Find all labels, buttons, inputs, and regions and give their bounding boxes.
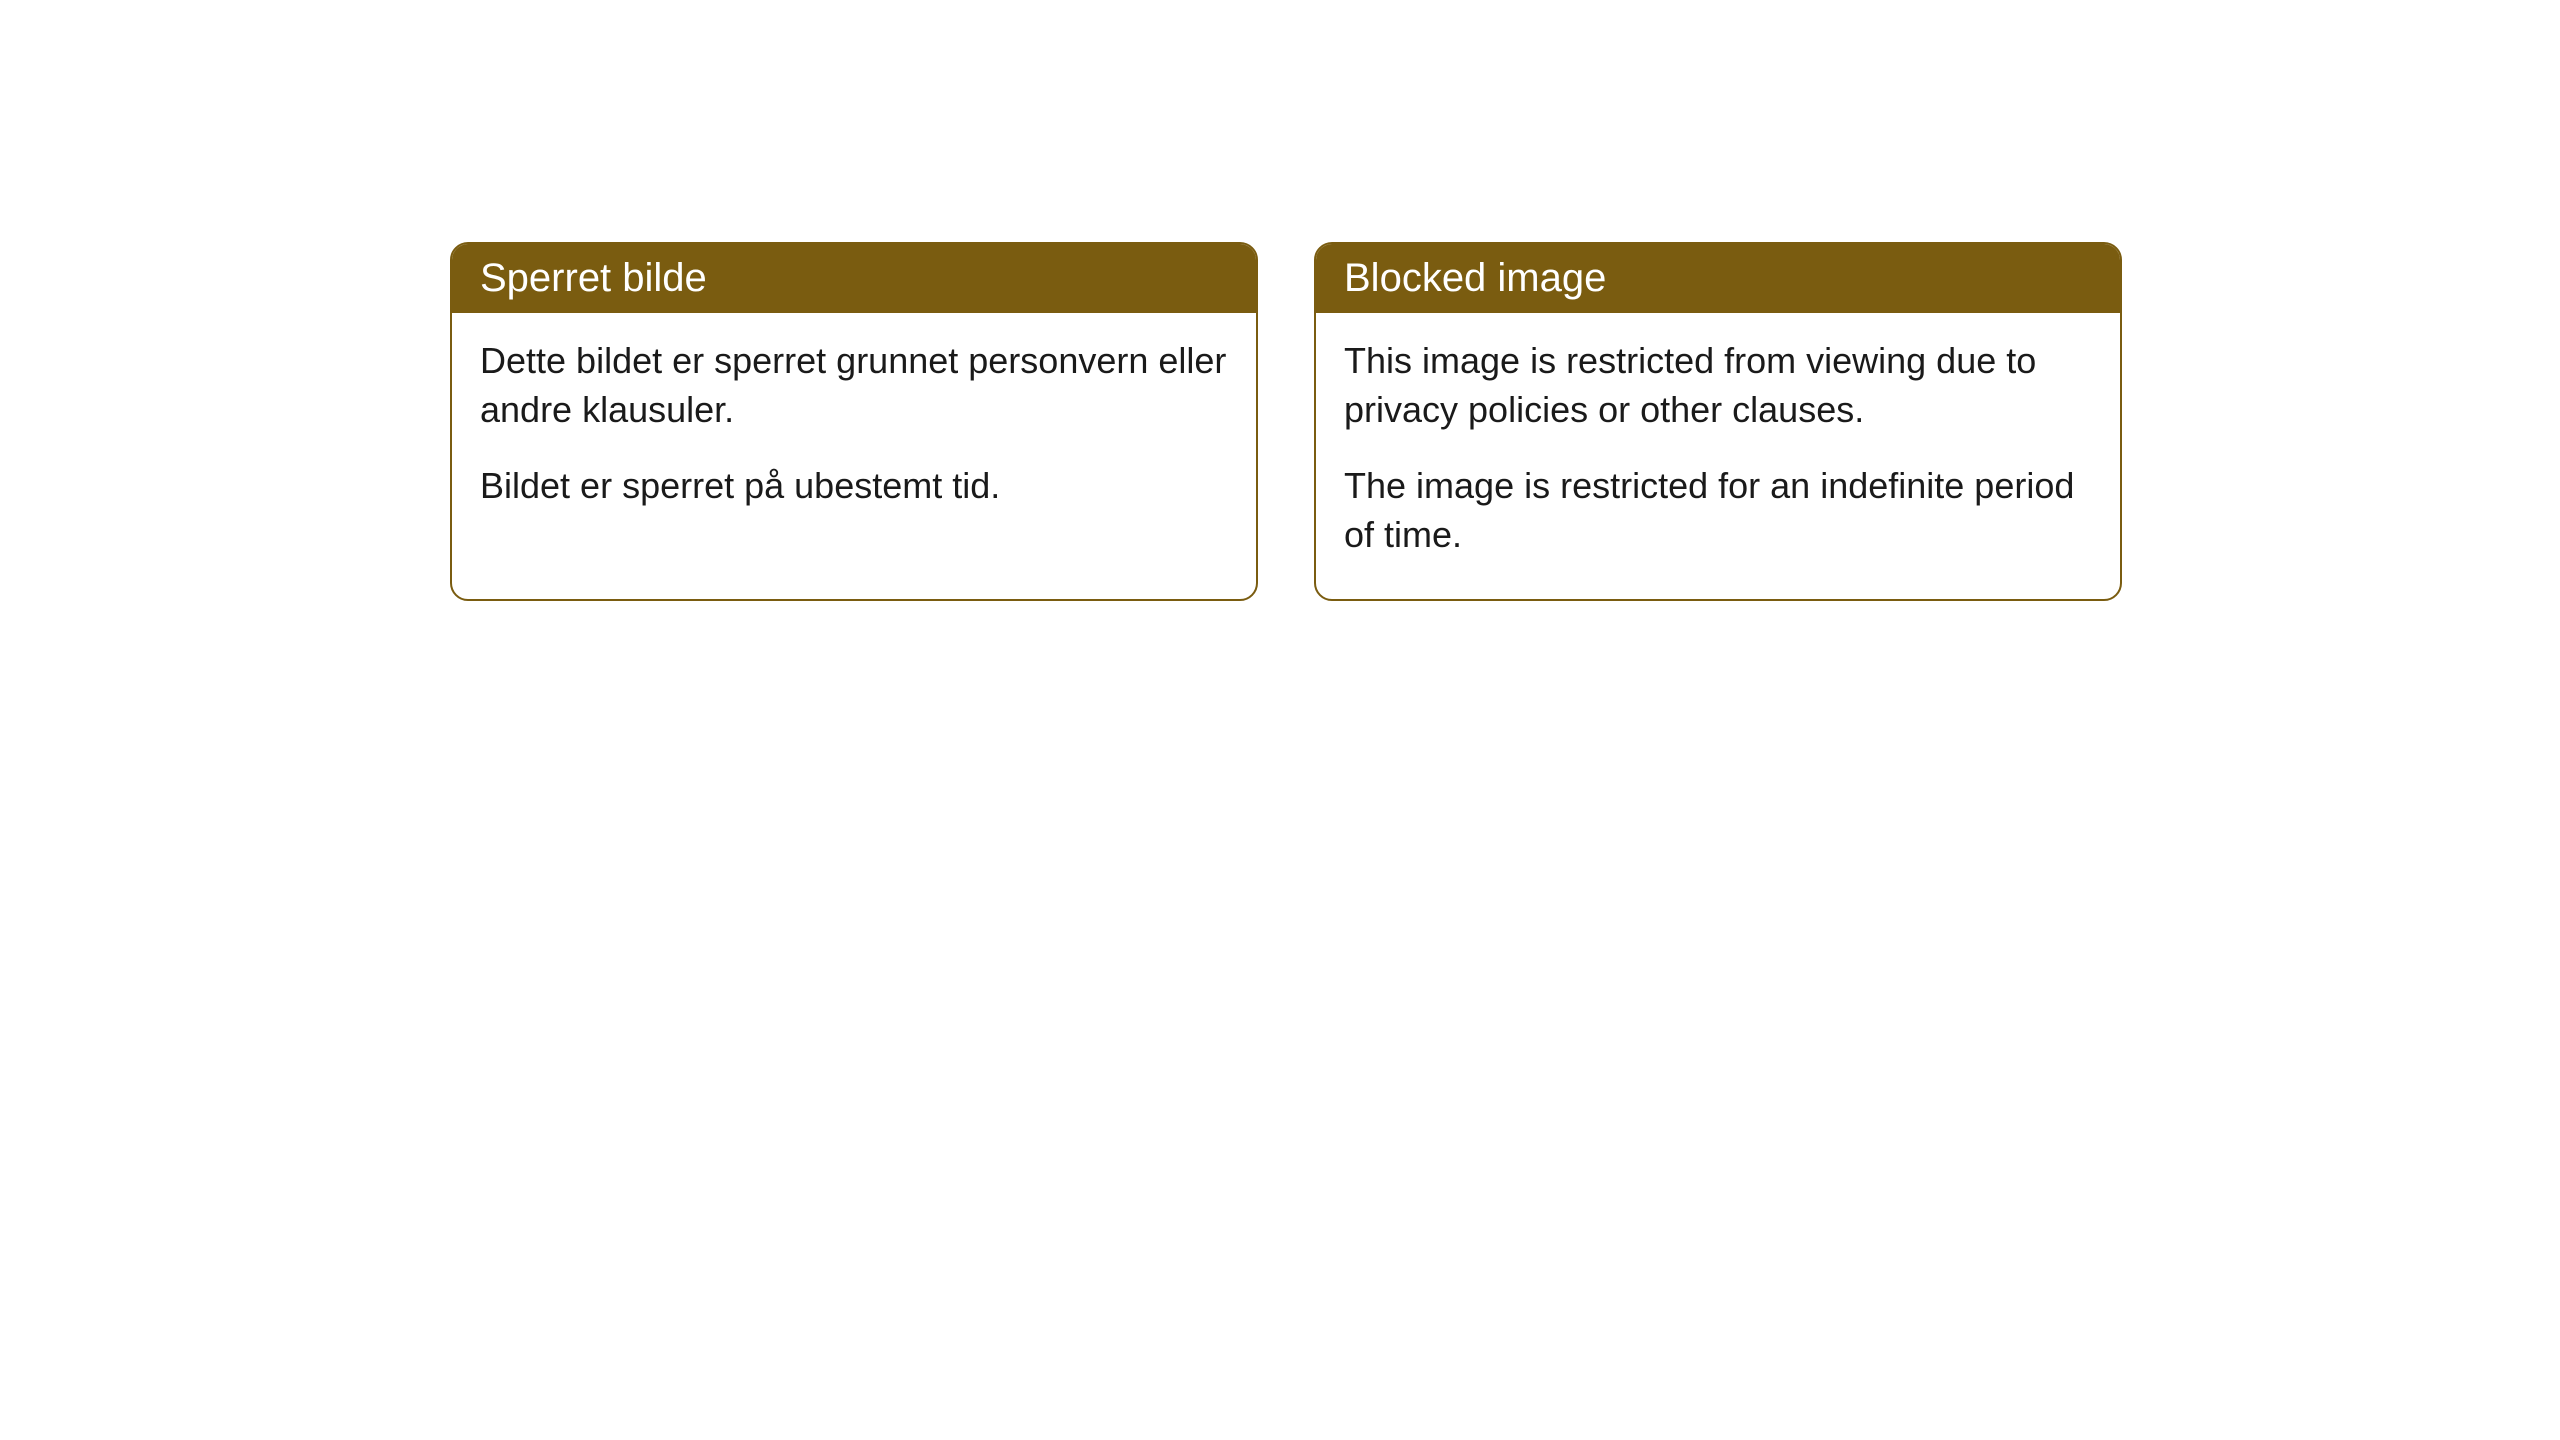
card-header: Sperret bilde <box>452 244 1256 313</box>
card-header: Blocked image <box>1316 244 2120 313</box>
blocked-image-card-norwegian: Sperret bilde Dette bildet er sperret gr… <box>450 242 1258 601</box>
card-title: Blocked image <box>1344 256 1606 300</box>
card-paragraph: The image is restricted for an indefinit… <box>1344 462 2092 559</box>
card-title: Sperret bilde <box>480 256 707 300</box>
card-paragraph: Bildet er sperret på ubestemt tid. <box>480 462 1228 511</box>
notice-cards-container: Sperret bilde Dette bildet er sperret gr… <box>450 242 2122 601</box>
card-body: This image is restricted from viewing du… <box>1316 313 2120 599</box>
card-paragraph: This image is restricted from viewing du… <box>1344 337 2092 434</box>
card-body: Dette bildet er sperret grunnet personve… <box>452 313 1256 551</box>
card-paragraph: Dette bildet er sperret grunnet personve… <box>480 337 1228 434</box>
blocked-image-card-english: Blocked image This image is restricted f… <box>1314 242 2122 601</box>
